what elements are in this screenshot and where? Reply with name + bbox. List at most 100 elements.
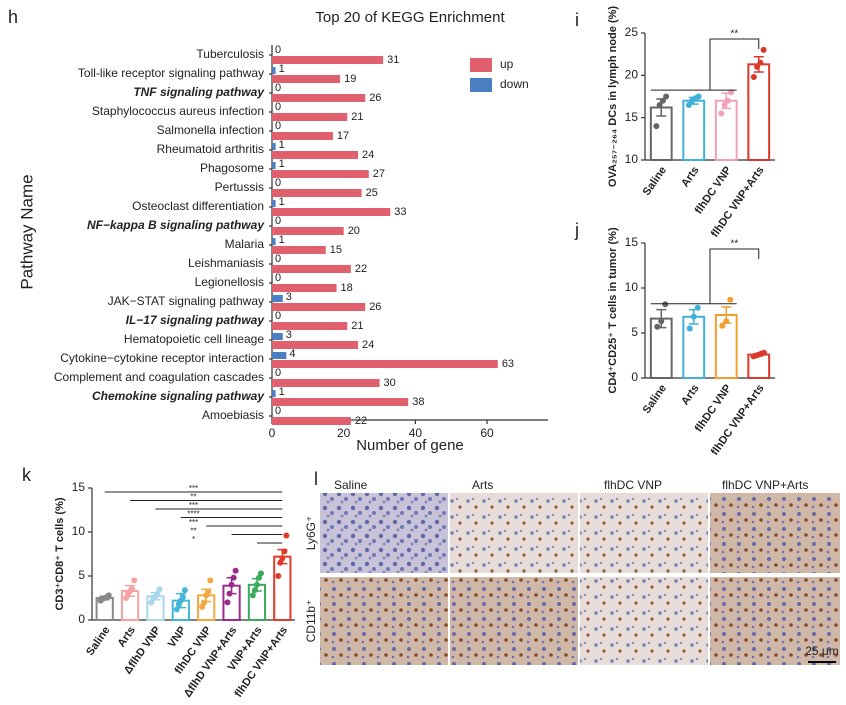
micrograph: [580, 577, 708, 665]
value-label: 25: [366, 187, 378, 199]
y-tick-label: 25: [625, 25, 639, 39]
category-label: Toll-like receptor signaling pathway: [78, 66, 264, 80]
y-tick-label: 0: [631, 370, 638, 384]
data-point: [253, 581, 260, 588]
category-label: Staphylococcus aureus infection: [92, 104, 264, 118]
data-point: [257, 570, 264, 577]
data-point: [156, 586, 163, 593]
y-axis-label: CD3⁺CD8⁺ T cells (%): [54, 497, 66, 610]
data-point: [228, 581, 235, 588]
data-point: [283, 532, 290, 539]
column-label: Saline: [334, 478, 368, 492]
data-point: [201, 599, 208, 606]
category-label: NF−kappa B signaling pathway: [87, 218, 265, 232]
value-label: 0: [275, 310, 281, 322]
y-tick-label: 5: [78, 568, 85, 582]
data-point: [760, 349, 767, 356]
value-label: 1: [279, 234, 285, 246]
value-label: 19: [344, 73, 356, 85]
category-label: Cytokine−cytokine receptor interaction: [60, 351, 264, 365]
significance-label: ***: [189, 518, 198, 527]
value-label: 1: [279, 158, 285, 170]
bar: [272, 94, 366, 102]
column-label: Arts: [472, 478, 493, 492]
data-point: [224, 599, 231, 606]
y-tick-label: 20: [625, 68, 639, 82]
category-label: Chemokine signaling pathway: [92, 389, 265, 403]
significance-label: ****: [187, 510, 199, 519]
data-point: [653, 123, 660, 130]
data-point: [129, 586, 136, 593]
data-point: [179, 594, 186, 601]
category-label: Legionellosis: [195, 275, 264, 289]
significance-label: **: [730, 29, 738, 40]
value-label: 0: [275, 367, 281, 379]
bar: [272, 265, 351, 273]
bar: [272, 162, 276, 169]
bar: [272, 322, 348, 330]
y-axis-label: OVA₂₅₇₋₂₆₄ DCs in lymph node (%): [607, 6, 619, 187]
x-tick-label: 0: [269, 426, 276, 440]
micrograph: [320, 577, 448, 665]
x-tick-label: Saline: [641, 383, 669, 416]
x-tick-label: VNP: [166, 625, 189, 650]
bar: [714, 99, 738, 161]
significance-label: ***: [189, 501, 198, 510]
bar: [272, 132, 333, 140]
data-point: [724, 97, 731, 104]
value-label: 4: [289, 348, 295, 360]
category-label: Rheumatoid arthritis: [157, 142, 264, 156]
bar: [682, 315, 706, 379]
data-point: [718, 110, 725, 117]
data-point: [105, 592, 112, 599]
bar: [272, 398, 409, 406]
category-label: IL−17 signaling pathway: [126, 313, 266, 327]
micrograph: [450, 493, 578, 573]
data-point: [723, 318, 730, 325]
y-axis-label: Pathway Name: [17, 174, 36, 289]
y-tick-label: 15: [72, 480, 86, 494]
value-label: 0: [275, 253, 281, 265]
x-tick-label: Arts: [115, 625, 137, 650]
panel-letter: k: [22, 465, 32, 485]
bar: [272, 227, 344, 235]
row-label: CD11b⁺: [304, 600, 318, 643]
row-label: Ly6G⁺: [304, 516, 318, 551]
bar: [272, 360, 498, 368]
bar: [272, 303, 366, 311]
value-label: 21: [351, 111, 363, 123]
category-label: Malaria: [225, 237, 265, 251]
value-label: 0: [275, 120, 281, 132]
x-axis-label: Number of gene: [356, 437, 464, 454]
value-label: 21: [351, 320, 363, 332]
micrograph: [580, 493, 708, 573]
bar: [272, 295, 283, 302]
data-point: [251, 587, 258, 594]
bar: [272, 333, 283, 340]
category-label: Hematopoietic cell lineage: [124, 332, 264, 346]
y-tick-label: 5: [631, 325, 638, 339]
data-point: [131, 577, 138, 584]
data-point: [685, 101, 692, 108]
category-label: Tuberculosis: [196, 47, 264, 61]
data-point: [694, 304, 701, 311]
x-tick-label: Arts: [679, 383, 701, 408]
bar: [272, 200, 276, 207]
data-point: [658, 318, 665, 325]
data-point: [279, 555, 286, 562]
panel-letter: l: [314, 469, 318, 489]
value-label: 22: [355, 263, 367, 275]
bar: [272, 284, 337, 292]
category-label: Salmonella infection: [157, 123, 264, 137]
data-point: [663, 93, 670, 100]
x-tick-label: Arts: [679, 165, 701, 190]
category-label: Phagosome: [200, 161, 264, 175]
data-point: [230, 574, 237, 581]
bar: [272, 189, 362, 197]
x-tick-label: 60: [480, 426, 494, 440]
y-tick-label: 10: [625, 152, 639, 166]
bar: [272, 379, 380, 387]
y-tick-label: 10: [72, 524, 86, 538]
bar: [272, 341, 359, 349]
